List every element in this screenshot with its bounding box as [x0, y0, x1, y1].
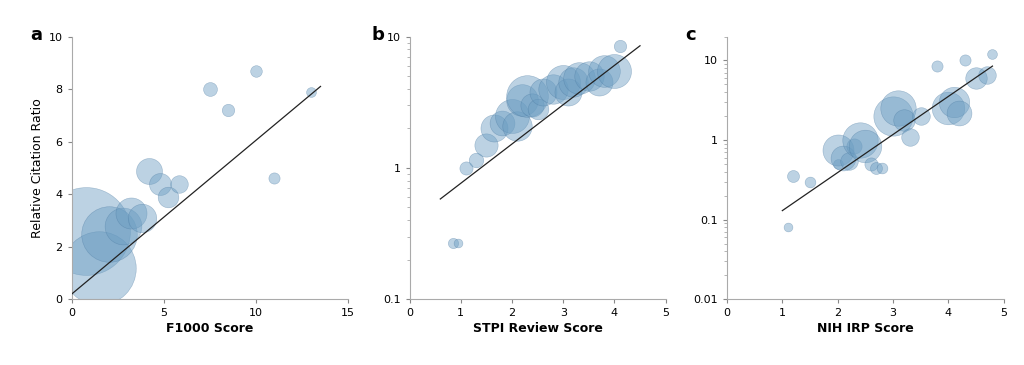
Text: c: c [686, 26, 696, 44]
Point [152, 181, 168, 187]
Point [509, 123, 525, 128]
Point [78, 228, 94, 234]
Point [835, 155, 851, 161]
Point [170, 181, 186, 187]
Point [91, 265, 108, 271]
Text: b: b [372, 26, 384, 44]
Point [929, 63, 945, 69]
Point [984, 51, 1000, 57]
Point [444, 240, 461, 246]
Point [160, 194, 176, 200]
Point [458, 165, 474, 171]
Point [857, 143, 873, 149]
Point [478, 142, 495, 148]
X-axis label: F1000 Score: F1000 Score [166, 323, 254, 335]
Point [545, 86, 561, 92]
Point [779, 224, 796, 230]
Point [606, 68, 623, 73]
Point [123, 210, 139, 215]
Point [519, 93, 536, 99]
Point [868, 165, 885, 170]
Point [486, 126, 503, 131]
Point [468, 157, 484, 163]
Point [529, 106, 546, 112]
Point [451, 240, 467, 246]
Point [524, 102, 541, 108]
X-axis label: NIH IRP Score: NIH IRP Score [817, 323, 913, 335]
Y-axis label: Relative Citation Ratio: Relative Citation Ratio [32, 98, 44, 238]
Point [873, 165, 890, 170]
Point [956, 58, 973, 64]
Point [979, 72, 995, 78]
Point [141, 168, 158, 173]
Point [494, 120, 510, 126]
Point [303, 89, 319, 95]
Point [901, 134, 918, 140]
Point [802, 179, 818, 185]
Point [565, 79, 582, 85]
Point [968, 75, 984, 81]
X-axis label: STPI Review Score: STPI Review Score [473, 323, 602, 335]
Point [591, 79, 607, 85]
Point [846, 143, 862, 149]
Point [133, 215, 150, 221]
Point [940, 105, 956, 111]
Point [611, 43, 628, 49]
Point [862, 161, 879, 167]
Point [785, 173, 802, 179]
Point [896, 117, 912, 123]
Point [852, 137, 868, 143]
Point [841, 158, 857, 164]
Point [890, 105, 906, 111]
Point [504, 113, 520, 119]
Point [885, 113, 901, 119]
Point [912, 113, 929, 119]
Point [220, 107, 237, 113]
Point [581, 73, 597, 79]
Point [115, 223, 131, 228]
Point [266, 176, 283, 181]
Point [248, 68, 264, 74]
Point [570, 76, 587, 81]
Text: a: a [31, 26, 42, 44]
Point [951, 110, 968, 116]
Point [514, 97, 530, 103]
Point [560, 89, 577, 95]
Point [829, 147, 846, 153]
Point [202, 86, 218, 92]
Point [596, 68, 612, 73]
Point [555, 79, 571, 85]
Point [829, 161, 846, 167]
Point [945, 99, 962, 105]
Point [535, 89, 551, 95]
Point [100, 231, 117, 237]
